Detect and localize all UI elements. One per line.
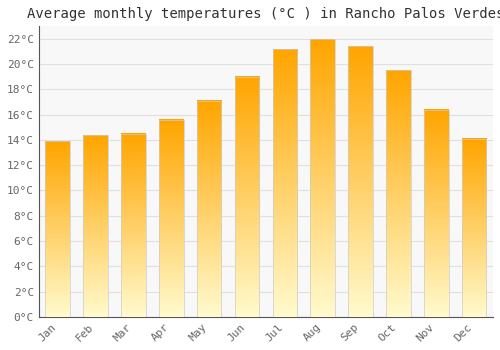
Bar: [46, 141, 70, 317]
Bar: [272, 49, 297, 317]
Bar: [386, 70, 410, 317]
Bar: [310, 39, 335, 317]
Bar: [159, 120, 184, 317]
Bar: [121, 134, 146, 317]
Bar: [234, 77, 260, 317]
Title: Average monthly temperatures (°C ) in Rancho Palos Verdes: Average monthly temperatures (°C ) in Ra…: [27, 7, 500, 21]
Bar: [424, 110, 448, 317]
Bar: [84, 135, 108, 317]
Bar: [197, 101, 222, 317]
Bar: [462, 139, 486, 317]
Bar: [348, 47, 373, 317]
